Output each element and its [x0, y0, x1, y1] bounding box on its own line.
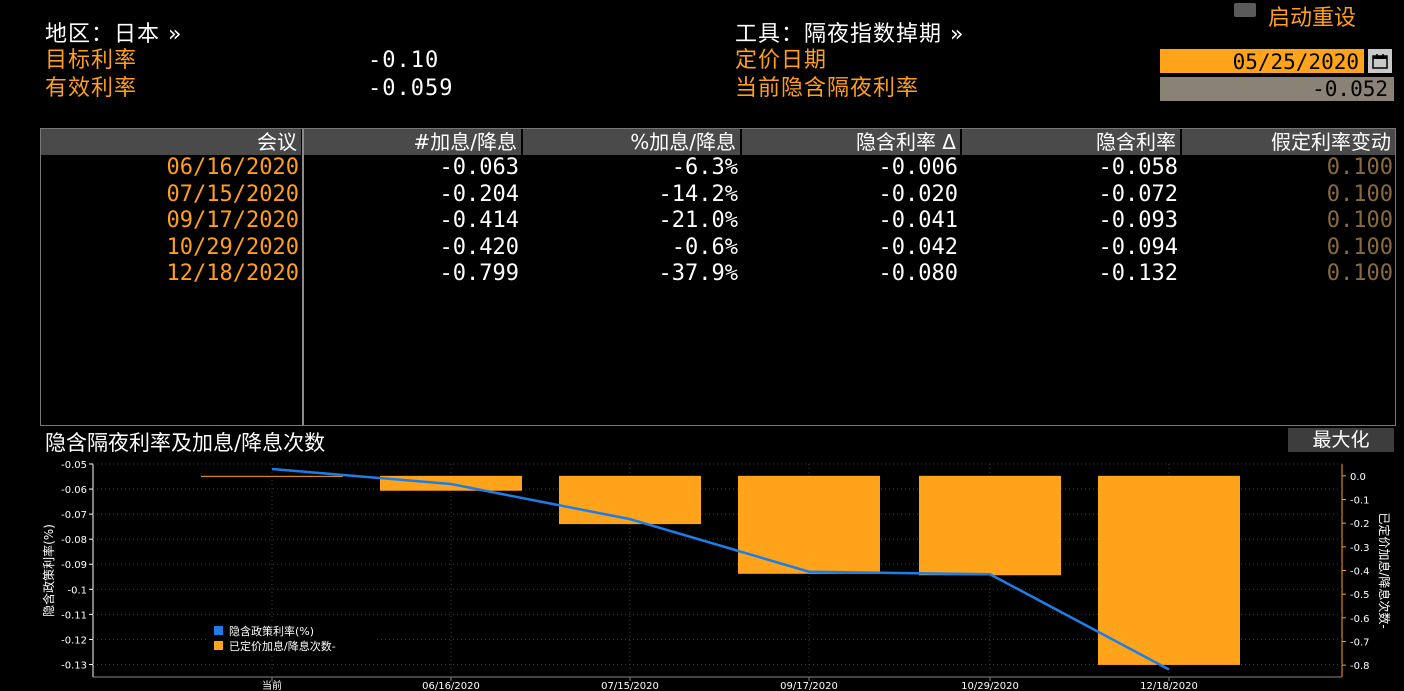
y2-tick-label: 0.0 — [1350, 472, 1366, 483]
y2-tick-label: -0.1 — [1350, 496, 1370, 507]
cell-rate: -0.058 — [1098, 155, 1178, 180]
cell-delta: -0.006 — [878, 155, 958, 180]
x-tick-label: 当前 — [262, 679, 282, 691]
target-rate-value: -0.10 — [368, 48, 440, 73]
bar — [1098, 475, 1240, 665]
table-row[interactable]: 12/18/2020 -0.799 -37.9% -0.080 -0.132 0.100 — [41, 261, 1395, 287]
column-divider — [302, 129, 304, 425]
cell-pct: -14.2% — [658, 181, 738, 207]
y2-tick-label: -0.2 — [1350, 519, 1370, 530]
effective-rate-label: 有效利率 — [45, 76, 138, 101]
cell-meeting-date: 09/17/2020 — [166, 208, 299, 233]
x-tick-label: 09/17/2020 — [780, 681, 838, 691]
table-row[interactable]: 06/16/2020 -0.063 -6.3% -0.006 -0.058 0.100 — [41, 155, 1395, 181]
x-tick-label: 10/29/2020 — [961, 681, 1019, 691]
y-tick-label: -0.13 — [61, 660, 87, 671]
cell-assumed-change: 0.100 — [1326, 234, 1393, 260]
implied-overnight-label: 当前隐含隔夜利率 — [735, 76, 920, 101]
cell-assumed-change: 0.100 — [1326, 208, 1393, 233]
cell-delta: -0.042 — [878, 234, 958, 260]
col-header-delta[interactable]: 隐含利率 Δ — [742, 129, 960, 155]
y-tick-label: -0.12 — [61, 635, 87, 646]
y2-tick-label: -0.5 — [1350, 590, 1370, 601]
restart-checkbox[interactable] — [1234, 3, 1256, 17]
cell-hikes: -0.799 — [439, 261, 519, 286]
cell-pct: -21.0% — [658, 208, 738, 233]
y2-tick-label: -0.4 — [1350, 567, 1370, 578]
x-tick-label: 06/16/2020 — [422, 681, 480, 691]
legend-swatch-bar — [214, 641, 223, 650]
y-tick-label: -0.07 — [61, 510, 87, 521]
y-axis-label: 隐含政策利率(%) — [41, 524, 56, 617]
cell-pct: -0.6% — [671, 234, 738, 260]
bar — [559, 475, 701, 525]
cell-delta: -0.041 — [878, 208, 958, 233]
y-tick-label: -0.09 — [61, 560, 87, 571]
meetings-table — [40, 128, 1396, 426]
col-header-pct[interactable]: %加息/降息 — [523, 129, 740, 155]
cell-assumed-change: 0.100 — [1326, 155, 1393, 180]
y-tick-label: -0.06 — [61, 485, 87, 496]
legend-box — [206, 621, 376, 655]
y-tick-label: -0.11 — [61, 610, 87, 621]
implied-overnight-value: -0.052 — [1160, 77, 1394, 101]
region-selector[interactable]: 地区：日本 » — [45, 22, 183, 47]
legend-label-bar: 已定价加息/降息次数- — [229, 639, 336, 653]
y2-tick-label: -0.6 — [1350, 614, 1370, 625]
cell-meeting-date: 06/16/2020 — [166, 155, 299, 180]
bar — [738, 475, 880, 574]
cell-rate: -0.093 — [1098, 208, 1178, 233]
y-tick-label: -0.05 — [61, 460, 87, 471]
legend-swatch-line — [214, 626, 223, 635]
instrument-selector[interactable]: 工具：隔夜指数掉期 » — [735, 22, 965, 47]
cell-delta: -0.020 — [878, 181, 958, 207]
cell-rate: -0.132 — [1098, 261, 1178, 286]
cell-hikes: -0.420 — [439, 234, 519, 260]
cell-meeting-date: 07/15/2020 — [166, 181, 299, 207]
cell-assumed-change: 0.100 — [1326, 181, 1393, 207]
y-tick-label: -0.08 — [61, 535, 87, 546]
table-row[interactable]: 10/29/2020 -0.420 -0.6% -0.042 -0.094 0.100 — [41, 235, 1395, 261]
x-tick-label: 12/18/2020 — [1140, 681, 1198, 691]
calendar-icon[interactable] — [1368, 49, 1392, 73]
y2-tick-label: -0.3 — [1350, 543, 1370, 554]
cell-rate: -0.094 — [1098, 234, 1178, 260]
table-row[interactable]: 07/15/2020 -0.204 -14.2% -0.020 -0.072 0.100 — [41, 182, 1395, 208]
col-header-rate[interactable]: 隐含利率 — [962, 129, 1180, 155]
cell-delta: -0.080 — [878, 261, 958, 286]
implied-rate-line — [271, 467, 1170, 671]
chart-title: 隐含隔夜利率及加息/降息次数 — [45, 431, 326, 455]
cell-pct: -6.3% — [671, 155, 738, 180]
bar — [201, 475, 343, 477]
maximize-button[interactable]: 最大化 — [1288, 428, 1394, 452]
cell-rate: -0.072 — [1098, 181, 1178, 207]
cell-meeting-date: 12/18/2020 — [166, 261, 299, 286]
y2-tick-label: -0.8 — [1350, 661, 1370, 672]
cell-meeting-date: 10/29/2020 — [166, 234, 299, 260]
restart-label[interactable]: 启动重设 — [1268, 6, 1357, 31]
x-tick-label: 07/15/2020 — [601, 681, 659, 691]
y-tick-label: -0.1 — [67, 585, 87, 596]
cell-hikes: -0.414 — [439, 208, 519, 233]
rate-chart: -0.05 -0.06 -0.07 -0.08 -0.09 -0.1 -0.11 -0.12 -… — [41, 460, 1392, 691]
y2-tick-label: -0.7 — [1350, 638, 1370, 649]
cell-hikes: -0.063 — [439, 155, 519, 180]
cell-pct: -37.9% — [658, 261, 738, 286]
target-rate-label: 目标利率 — [45, 48, 138, 73]
cell-assumed-change: 0.100 — [1326, 261, 1393, 286]
pricing-date-input[interactable]: 05/25/2020 — [1160, 49, 1364, 74]
y2-axis-label: 已定价加息/降息次数- — [1377, 512, 1392, 628]
col-header-assumed[interactable]: 假定利率变动 — [1182, 129, 1395, 155]
col-header-meeting[interactable]: 会议 — [41, 129, 301, 155]
effective-rate-value: -0.059 — [368, 76, 454, 101]
pricing-date-label: 定价日期 — [735, 48, 828, 73]
table-row[interactable]: 09/17/2020 -0.414 -21.0% -0.041 -0.093 0.100 — [41, 208, 1395, 234]
cell-hikes: -0.204 — [439, 181, 519, 207]
legend-label-line: 隐含政策利率(%) — [229, 624, 314, 638]
col-header-hikes[interactable]: #加息/降息 — [304, 129, 521, 155]
bar — [919, 475, 1061, 576]
table-header: 会议 #加息/降息 %加息/降息 隐含利率 Δ 隐含利率 假定利率变动 — [41, 129, 1395, 155]
